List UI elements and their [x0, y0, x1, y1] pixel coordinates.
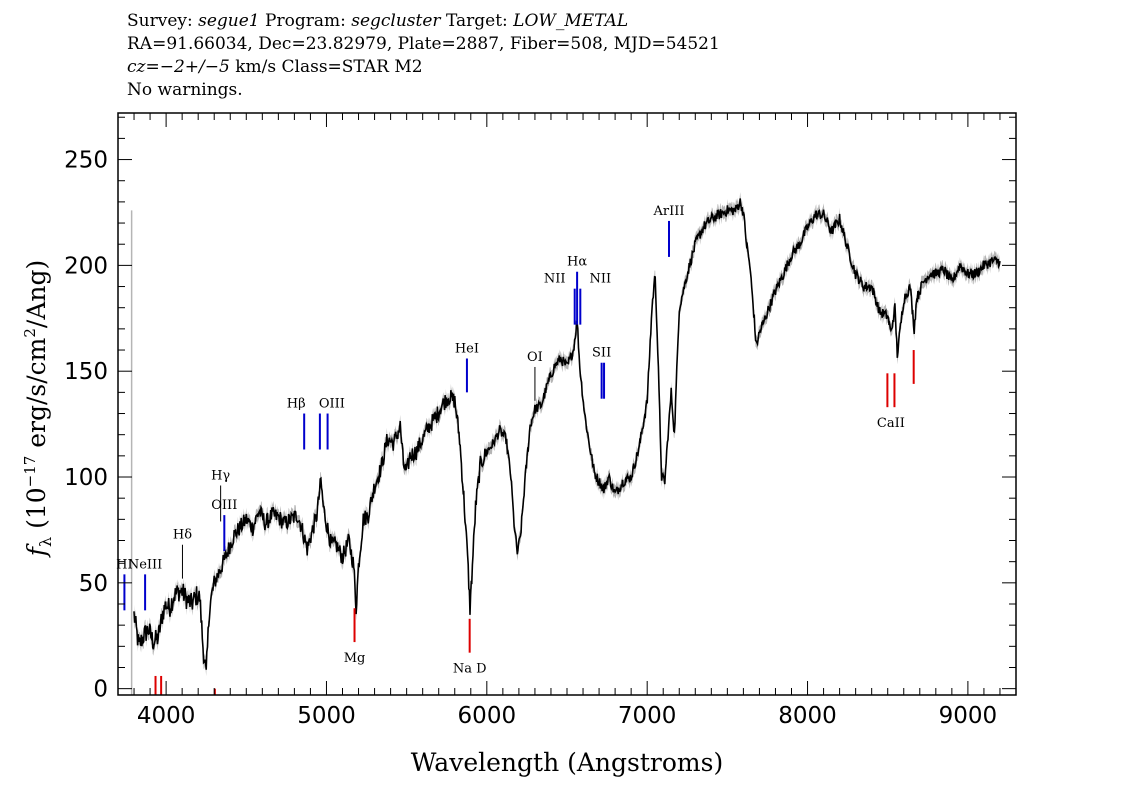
y-axis-post: /Ang): [22, 260, 51, 328]
x-tick-label: 5000: [297, 703, 356, 729]
y-tick-label: 200: [64, 253, 108, 279]
y-axis-lambda: λ: [36, 537, 55, 547]
x-tick-label: 8000: [778, 703, 837, 729]
y-axis-pre: (10: [22, 487, 51, 537]
line-label-11: Hα: [567, 255, 587, 270]
line-label-12: NII: [589, 272, 611, 287]
class-text: km/s Class=STAR M2: [229, 57, 423, 77]
spectrum-line: [133, 198, 1001, 670]
y-axis-mid: erg/s/cm: [22, 337, 51, 455]
line-label-3: Hγ: [211, 468, 230, 483]
program-label: Program:: [259, 11, 352, 31]
target-value: LOW_METAL: [513, 11, 629, 31]
cz-value: =−2+/−5: [145, 57, 230, 77]
line-label-2: Hδ: [173, 528, 192, 543]
header-line-coordinates: RA=91.66034, Dec=23.82979, Plate=2887, F…: [127, 34, 720, 54]
x-tick-label: 6000: [458, 703, 517, 729]
header-line-warnings: No warnings.: [127, 80, 243, 100]
line-label-4: OIII: [211, 498, 237, 513]
y-tick-label: 250: [64, 148, 108, 174]
spectrum-header: Survey: segue1 Program: segcluster Targe…: [127, 10, 720, 102]
survey-label: Survey:: [127, 11, 199, 31]
y-tick-label: 100: [64, 465, 108, 491]
y-axis-exp: −17: [21, 456, 39, 488]
line-label-1: NeIII: [128, 557, 162, 572]
y-axis-title: fλ (10−17 erg/s/cm2/Ang): [21, 260, 55, 559]
plot-frame: [117, 112, 1017, 696]
y-tick-label: 0: [93, 677, 108, 703]
line-label-8: HeI: [455, 341, 479, 356]
y-axis-sq: 2: [21, 328, 39, 338]
line-label-17: Na D: [453, 662, 487, 677]
error-band: [134, 192, 1000, 677]
line-label-6: OIII: [319, 397, 345, 412]
x-tick-label: 9000: [939, 703, 998, 729]
y-tick-label: 150: [64, 359, 108, 385]
survey-value: segue1: [198, 11, 260, 31]
x-axis-title: Wavelength (Angstroms): [411, 748, 723, 777]
line-label-13: SII: [592, 346, 611, 361]
line-label-0: HI: [116, 557, 132, 572]
line-label-5: Hβ: [287, 397, 306, 412]
line-label-15: ArIII: [652, 204, 684, 219]
y-axis-f: f: [22, 543, 51, 558]
x-tick-label: 7000: [618, 703, 677, 729]
cz-label: cz: [127, 57, 146, 77]
line-label-9: OI: [527, 350, 543, 365]
header-line-redshift: cz=−2+/−5 km/s Class=STAR M2: [127, 56, 720, 79]
program-value: segcluster: [351, 11, 441, 31]
x-tick-label: 4000: [137, 703, 196, 729]
line-label-18: CaII: [877, 416, 905, 431]
target-label: Target:: [440, 11, 514, 31]
y-tick-label: 50: [79, 571, 108, 597]
header-line-survey: Survey: segue1 Program: segcluster Targe…: [127, 10, 720, 33]
line-label-16: Mg: [344, 651, 366, 666]
line-label-10: NII: [544, 272, 566, 287]
